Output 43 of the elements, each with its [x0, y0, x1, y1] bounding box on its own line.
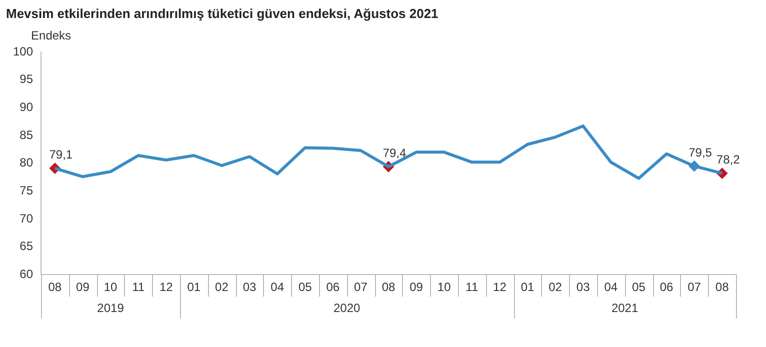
x-tick-label: 05 — [298, 280, 312, 294]
y-tick-label: 95 — [20, 72, 34, 86]
x-tick-label: 10 — [437, 280, 452, 294]
text: 2020 — [333, 300, 360, 315]
y-tick-label: 90 — [20, 100, 34, 114]
x-tick-label: 11 — [466, 280, 478, 294]
x-tick-label: 08 — [48, 280, 62, 294]
data-label: 79,1 — [49, 148, 73, 162]
x-tick-label: 01 — [187, 280, 201, 294]
y-axis-title: Endeks — [31, 28, 72, 42]
y-tick-label: 70 — [20, 211, 34, 226]
x-tick-label: 06 — [326, 280, 340, 294]
data-label: 78,2 — [716, 152, 740, 167]
y-tick-label: 80 — [20, 156, 34, 170]
x-tick-label: 07 — [688, 280, 702, 294]
data-label: 79,4 — [382, 146, 407, 160]
x-tick-label: 06 — [660, 280, 674, 294]
x-tick-label: 05 — [632, 280, 646, 294]
data-label: 79,5 — [688, 145, 712, 160]
x-tick-label: 04 — [604, 280, 618, 294]
x-tick-label: 03 — [576, 280, 590, 294]
x-tick-label: 09 — [76, 280, 90, 294]
x-tick-label: 08 — [382, 280, 396, 294]
x-tick-label: 02 — [548, 280, 562, 294]
x-tick-label: 09 — [410, 280, 424, 294]
text: 2021 — [611, 300, 638, 315]
x-tick-label: 12 — [159, 280, 174, 294]
y-tick-label: 60 — [20, 266, 34, 281]
x-tick-label: 11 — [132, 280, 145, 294]
text: 2019 — [97, 300, 124, 315]
y-tick-label: 85 — [20, 128, 34, 142]
chart-title: Mevsim etkilerinden arındırılmış tüketici güven endeksi, Ağustos 2021 — [6, 6, 438, 21]
x-tick-label: 04 — [270, 280, 284, 294]
x-tick-label: 01 — [520, 280, 534, 294]
y-tick-label: 100 — [12, 44, 34, 58]
y-tick-label: 75 — [20, 183, 34, 198]
y-tick-label: 65 — [20, 239, 34, 254]
x-tick-label: 02 — [215, 280, 229, 294]
x-tick-label: 08 — [715, 280, 730, 294]
x-tick-label: 07 — [354, 280, 368, 294]
x-tick-label: 10 — [104, 280, 118, 294]
x-tick-label: 12 — [493, 280, 507, 294]
x-tick-label: 03 — [242, 280, 257, 294]
